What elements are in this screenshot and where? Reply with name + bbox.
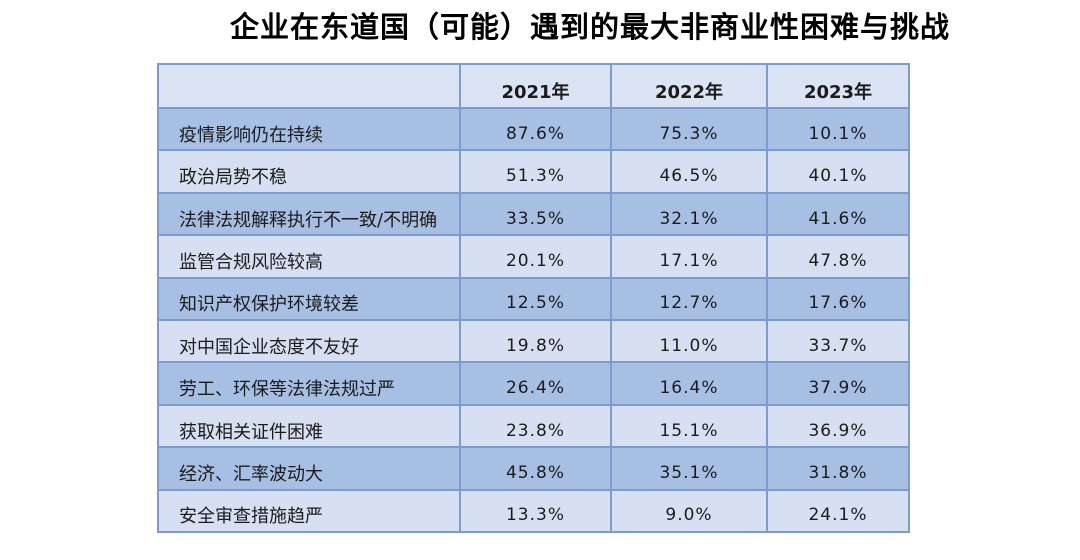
chart-title: 企业在东道国（可能）遇到的最大非商业性困难与挑战 bbox=[229, 10, 950, 44]
data-table: 2021年 2022年 2023年 疫情影响仍在持续 87.6% 75.3% 1… bbox=[157, 63, 910, 533]
row-value-2023: 17.6% bbox=[766, 278, 908, 320]
row-value-2023: 36.9% bbox=[766, 405, 908, 447]
row-label: 政治局势不稳 bbox=[179, 167, 287, 189]
table-row: 安全审查措施趋严 13.3% 9.0% 24.1% bbox=[159, 488, 908, 532]
table-row: 疫情影响仍在持续 87.6% 75.3% 10.1% bbox=[159, 107, 908, 150]
column-header-2022: 2022年 bbox=[610, 65, 766, 107]
row-value-2021: 23.8% bbox=[459, 405, 610, 447]
row-value-2022: 16.4% bbox=[610, 363, 766, 404]
row-value-2022: 15.1% bbox=[610, 405, 766, 447]
column-header-empty bbox=[159, 65, 459, 107]
table-row: 经济、汇率波动大 45.8% 35.1% 31.8% bbox=[159, 446, 908, 489]
row-value-2022: 17.1% bbox=[610, 236, 766, 277]
row-value-2021: 20.1% bbox=[459, 236, 610, 277]
row-label: 法律法规解释执行不一致/不明确 bbox=[179, 209, 438, 231]
row-value-2023: 33.7% bbox=[766, 321, 908, 362]
row-value-2021: 26.4% bbox=[459, 363, 610, 404]
row-label: 对中国企业态度不友好 bbox=[179, 336, 359, 358]
row-value-2023: 47.8% bbox=[766, 236, 908, 277]
row-value-2023: 31.8% bbox=[766, 448, 908, 489]
row-value-2021: 12.5% bbox=[459, 278, 610, 320]
row-label: 获取相关证件困难 bbox=[179, 421, 323, 443]
table-row: 获取相关证件困难 23.8% 15.1% 36.9% bbox=[159, 403, 908, 447]
row-label: 知识产权保护环境较差 bbox=[179, 294, 359, 316]
row-value-2021: 45.8% bbox=[459, 448, 610, 489]
row-value-2023: 24.1% bbox=[766, 490, 908, 532]
table-row: 对中国企业态度不友好 19.8% 11.0% 33.7% bbox=[159, 319, 908, 362]
row-label: 安全审查措施趋严 bbox=[179, 506, 323, 528]
row-label: 监管合规风险较高 bbox=[179, 251, 323, 273]
table-row: 劳工、环保等法律法规过严 26.4% 16.4% 37.9% bbox=[159, 361, 908, 404]
table-row: 政治局势不稳 51.3% 46.5% 40.1% bbox=[159, 149, 908, 192]
row-value-2021: 51.3% bbox=[459, 151, 610, 192]
column-header-2023: 2023年 bbox=[766, 65, 908, 107]
row-value-2023: 37.9% bbox=[766, 363, 908, 404]
row-value-2023: 10.1% bbox=[766, 109, 908, 150]
row-value-2023: 40.1% bbox=[766, 151, 908, 192]
row-value-2022: 12.7% bbox=[610, 278, 766, 320]
row-value-2021: 87.6% bbox=[459, 109, 610, 150]
column-header-2021: 2021年 bbox=[459, 65, 610, 107]
table-row: 监管合规风险较高 20.1% 17.1% 47.8% bbox=[159, 234, 908, 277]
row-value-2022: 11.0% bbox=[610, 321, 766, 362]
table-row: 知识产权保护环境较差 12.5% 12.7% 17.6% bbox=[159, 276, 908, 320]
row-value-2022: 46.5% bbox=[610, 151, 766, 192]
row-value-2021: 19.8% bbox=[459, 321, 610, 362]
row-value-2022: 35.1% bbox=[610, 448, 766, 489]
row-value-2021: 13.3% bbox=[459, 490, 610, 532]
row-label: 劳工、环保等法律法规过严 bbox=[179, 379, 395, 401]
row-value-2021: 33.5% bbox=[459, 193, 610, 235]
row-value-2022: 75.3% bbox=[610, 109, 766, 150]
table-header-row: 2021年 2022年 2023年 bbox=[159, 65, 908, 107]
row-value-2022: 9.0% bbox=[610, 490, 766, 532]
row-value-2022: 32.1% bbox=[610, 193, 766, 235]
row-label: 经济、汇率波动大 bbox=[179, 463, 323, 485]
table-row: 法律法规解释执行不一致/不明确 33.5% 32.1% 41.6% bbox=[159, 191, 908, 235]
row-value-2023: 41.6% bbox=[766, 193, 908, 235]
row-label: 疫情影响仍在持续 bbox=[179, 124, 323, 146]
